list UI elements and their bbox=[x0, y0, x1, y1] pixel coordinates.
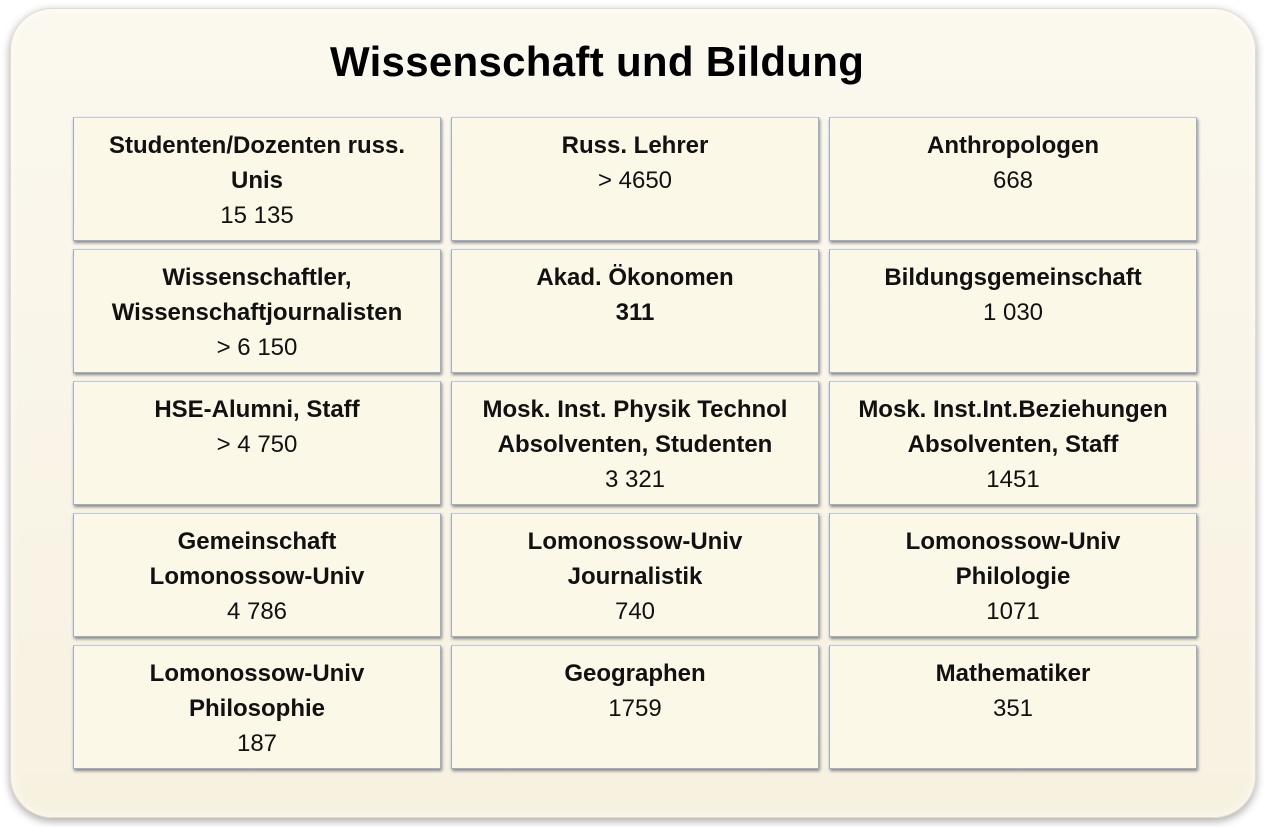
stat-card-label: HSE-Alumni, Staff bbox=[154, 396, 360, 423]
stat-card-lomonossow-philosophie: Lomonossow-Univ Philosophie 187 bbox=[73, 645, 441, 769]
stat-card-label: Anthropologen bbox=[927, 132, 1099, 159]
stat-card-lomonossow-philologie: Lomonossow-Univ Philologie 1071 bbox=[829, 513, 1197, 637]
stat-card-lomonossow-journalistik: Lomonossow-Univ Journalistik 740 bbox=[451, 513, 819, 637]
stat-card-value: 1 030 bbox=[982, 299, 1044, 326]
stat-card-label: Absolventen, Staff bbox=[907, 431, 1119, 458]
stat-card-hse-alumni: HSE-Alumni, Staff > 4 750 bbox=[73, 381, 441, 505]
stat-card-label: Absolventen, Studenten bbox=[497, 431, 773, 458]
stat-card-value: > 4650 bbox=[597, 167, 673, 194]
stat-card-mosk-inst-int-beziehungen: Mosk. Inst.Int.Beziehungen Absolventen, … bbox=[829, 381, 1197, 505]
stat-card-studenten-dozenten: Studenten/Dozenten russ. Unis 15 135 bbox=[73, 117, 441, 241]
stat-card-russ-lehrer: Russ. Lehrer > 4650 bbox=[451, 117, 819, 241]
stat-card-value: 668 bbox=[992, 167, 1034, 194]
stat-card-label: Philosophie bbox=[188, 695, 325, 722]
stat-card-label: Akad. Ökonomen bbox=[536, 264, 734, 291]
stat-card-value: 351 bbox=[992, 695, 1034, 722]
stat-card-label: Lomonossow-Univ bbox=[149, 660, 365, 687]
stat-card-value: 1071 bbox=[986, 598, 1040, 625]
stat-card-value: 1451 bbox=[986, 466, 1040, 493]
stat-card-label: Lomonossow-Univ bbox=[149, 563, 365, 590]
stat-card-value: 740 bbox=[614, 598, 656, 625]
stat-card-mathematiker: Mathematiker 351 bbox=[829, 645, 1197, 769]
stat-card-label: Russ. Lehrer bbox=[561, 132, 709, 159]
page-title: Wissenschaft und Bildung bbox=[330, 38, 865, 85]
stat-card-label: Wissenschaftler, bbox=[162, 264, 352, 291]
stat-card-label: Geographen bbox=[564, 660, 706, 687]
stat-card-value: 3 321 bbox=[604, 466, 666, 493]
stat-card-bildungsgemeinschaft: Bildungsgemeinschaft 1 030 bbox=[829, 249, 1197, 373]
stat-card-label: Unis bbox=[230, 167, 283, 194]
stat-card-label: Mosk. Inst. Physik Technol bbox=[482, 396, 788, 423]
stat-card-label: Bildungsgemeinschaft bbox=[884, 264, 1142, 291]
stats-grid: Studenten/Dozenten russ. Unis 15 135 Rus… bbox=[73, 117, 1197, 769]
stat-card-label: Wissenschaftjournalisten bbox=[111, 299, 403, 326]
stat-card-value: 15 135 bbox=[220, 202, 294, 229]
stat-card-value: > 4 750 bbox=[216, 431, 298, 458]
stat-card-akad-oekonomen: Akad. Ökonomen 311 bbox=[451, 249, 819, 373]
stat-card-anthropologen: Anthropologen 668 bbox=[829, 117, 1197, 241]
stat-card-label: Gemeinschaft bbox=[177, 528, 337, 555]
stat-card-value: 311 bbox=[615, 299, 655, 326]
stat-card-label: Mosk. Inst.Int.Beziehungen bbox=[858, 396, 1168, 423]
stat-card-wissenschaftler: Wissenschaftler, Wissenschaftjournaliste… bbox=[73, 249, 441, 373]
stat-card-mosk-inst-physik: Mosk. Inst. Physik Technol Absolventen, … bbox=[451, 381, 819, 505]
stat-card-label: Mathematiker bbox=[935, 660, 1091, 687]
stat-card-geographen: Geographen 1759 bbox=[451, 645, 819, 769]
stat-card-value: 187 bbox=[236, 730, 278, 757]
stat-card-label: Journalistik bbox=[567, 563, 703, 590]
stat-card-value: 1759 bbox=[608, 695, 662, 722]
stat-card-value: 4 786 bbox=[226, 598, 288, 625]
stat-card-label: Lomonossow-Univ bbox=[527, 528, 743, 555]
stat-card-gemeinschaft-lomonossow: Gemeinschaft Lomonossow-Univ 4 786 bbox=[73, 513, 441, 637]
stat-card-value: > 6 150 bbox=[216, 334, 298, 361]
stat-card-label: Studenten/Dozenten russ. bbox=[108, 132, 406, 159]
stat-card-label: Philologie bbox=[955, 563, 1071, 590]
stat-card-label: Lomonossow-Univ bbox=[905, 528, 1121, 555]
